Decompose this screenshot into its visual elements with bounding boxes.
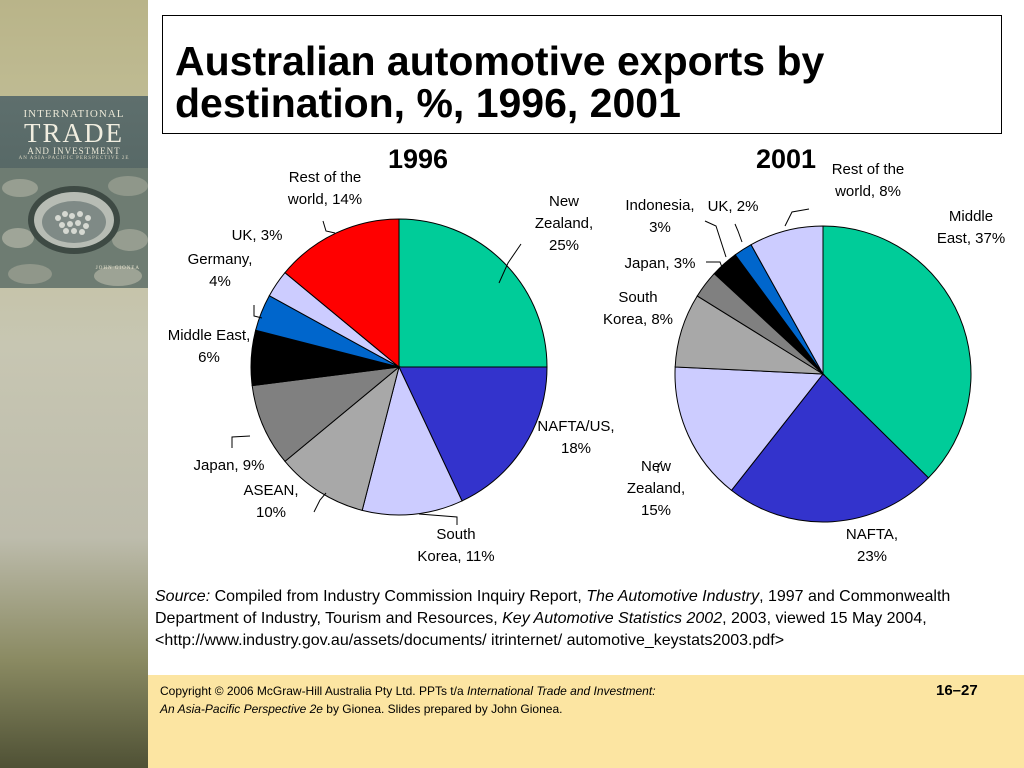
footer: Copyright © 2006 McGraw-Hill Australia P…	[148, 675, 1024, 768]
footer-copyright: Copyright © 2006 McGraw-Hill Australia P…	[160, 682, 840, 718]
pie-2001-label-rest-of-the-world: Rest of the world, 8%	[832, 161, 905, 200]
pie-1996-slice-south-korea	[361, 365, 463, 516]
pie-2001-label-south-korea: South Korea, 8%	[603, 289, 673, 328]
pie-2001-label-nafta: NAFTA, 23%	[846, 526, 898, 565]
pie-1996-label-asean: ASEAN, 10%	[243, 482, 298, 521]
pie-chart-2001: Middle East, 37% NAFTA, 23% New Zealand, 15% So…	[603, 144, 1005, 565]
slide-number: 16–27	[936, 682, 978, 699]
source-text-2: , 1997 and Commonwealth Department of In…	[155, 588, 951, 627]
pie-2001-label-middle-east: Middle East, 37%	[937, 208, 1005, 247]
source-italic-1: The Automotive Industry	[586, 588, 760, 605]
pie-charts: New Zealand, 25% NAFTA/US, 18% South Korea, 11…	[168, 144, 1005, 565]
pie-1996-label-new-zealand: New Zealand, 25%	[535, 193, 593, 254]
pie-1996-label-nafta-us: NAFTA/US, 18%	[537, 418, 614, 457]
source-text-1: Compiled from Industry Commission Inquir…	[210, 588, 587, 605]
footer-italic-1: International Trade and Investment:	[466, 684, 656, 698]
pie-1996-label-rest-of-the-world: Rest of the world, 14%	[287, 169, 362, 208]
pie-1996-label-japan: Japan, 9%	[194, 457, 265, 474]
pie-2001-slice-new-zealand	[674, 366, 824, 492]
pie-1996-slice-japan	[251, 366, 401, 463]
pie-2001-slice-middle-east	[822, 225, 972, 479]
pie-1996-leader-asean	[313, 492, 327, 513]
pie-2001-leader-uk	[734, 223, 743, 243]
pie-2001-leader-indonesia	[704, 220, 727, 258]
oyster-pearls-art	[0, 168, 148, 288]
pie-1996-label-south-korea: South Korea, 11%	[417, 526, 494, 565]
pie-2001-label-uk: UK, 2%	[708, 198, 759, 215]
pie-chart-1996: New Zealand, 25% NAFTA/US, 18% South Korea, 11…	[168, 144, 615, 565]
book-cover-image: INTERNATIONAL TRADE AND INVESTMENT AN AS…	[0, 96, 148, 288]
pie-1996-title: 1996	[388, 144, 448, 174]
footer-copy-2: by Gionea. Slides prepared by John Gione…	[322, 702, 563, 716]
cover-author: JOHN GIONEA	[95, 266, 140, 271]
sidebar-decoration: INTERNATIONAL TRADE AND INVESTMENT AN AS…	[0, 0, 148, 768]
source-text-3: , 2003, viewed 15 May 2004, <http://www.…	[155, 610, 927, 649]
pie-1996-slice-rest-of-the-world	[284, 218, 400, 369]
source-citation: Source: Compiled from Industry Commissio…	[155, 586, 1015, 652]
pie-2001-leader-new-zealand	[657, 460, 663, 473]
pie-2001-title: 2001	[756, 144, 816, 174]
pie-1996-leader-japan	[231, 435, 251, 448]
footer-italic-2: An Asia-Pacific Perspective 2e	[160, 702, 323, 716]
pie-1996-label-middle-east: Middle East, 6%	[168, 327, 251, 366]
cover-line-4: AN ASIA-PACIFIC PERSPECTIVE 2E	[18, 156, 130, 161]
pie-1996-leader-new-zealand	[498, 243, 522, 284]
pie-2001-label-new-zealand: New Zealand, 15%	[627, 458, 685, 519]
pie-2001-leader-rest-of-the-world	[784, 208, 810, 227]
pie-2001-slice-rest-of-the-world	[750, 225, 824, 376]
pie-2001-slice-nafta	[730, 373, 930, 523]
source-label: Source:	[155, 588, 211, 605]
pie-2001-label-japan: Japan, 3%	[625, 255, 696, 272]
pie-1996-slice-asean	[284, 365, 400, 511]
pie-1996-leader-rest-of-the-world	[322, 220, 336, 234]
pie-1996-slice-nafta-us	[398, 366, 548, 502]
slide-title: Australian automotive exports by destina…	[175, 38, 825, 126]
pie-2001-label-indonesia: Indonesia, 3%	[625, 197, 694, 236]
pie-1996-label-germany: Germany, 4%	[188, 251, 253, 290]
cover-line-2: TRADE	[24, 118, 124, 148]
pie-1996-leader-south-korea	[418, 513, 458, 525]
cover-line-3: AND INVESTMENT	[27, 146, 121, 156]
source-italic-2: Key Automotive Statistics 2002	[502, 610, 723, 627]
cover-line-1: INTERNATIONAL	[23, 108, 125, 120]
pie-1996-label-uk: UK, 3%	[232, 227, 283, 244]
pie-1996-slice-new-zealand	[398, 218, 548, 368]
pie-1996-leader-germany	[253, 305, 263, 319]
footer-copy-1: Copyright © 2006 McGraw-Hill Australia P…	[160, 684, 467, 698]
title-box: Australian automotive exports by destina…	[162, 15, 1002, 134]
